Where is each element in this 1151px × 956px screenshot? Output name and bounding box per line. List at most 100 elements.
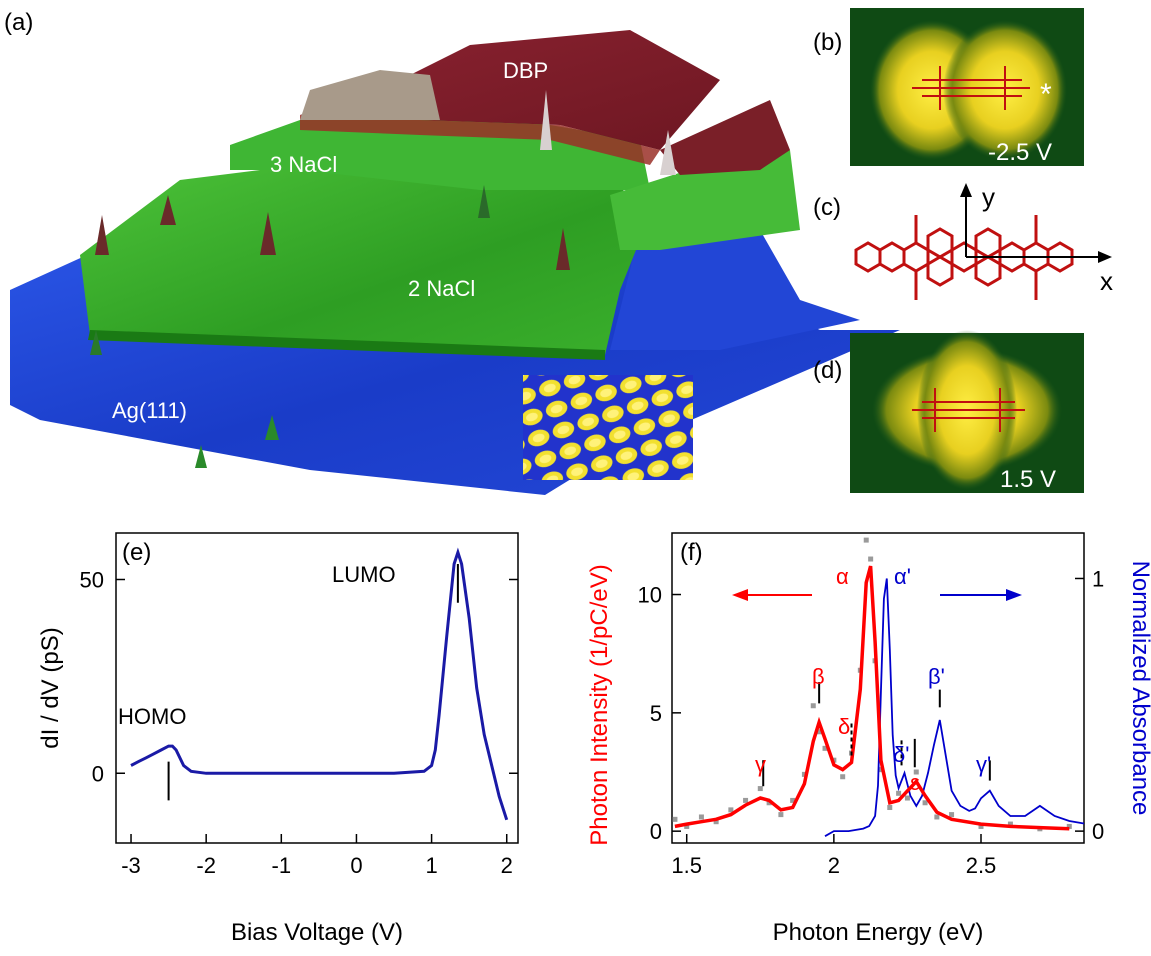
raw-point bbox=[698, 814, 704, 820]
red-arrow bbox=[732, 589, 812, 601]
didv-spectrum bbox=[130, 547, 509, 821]
raw-point bbox=[778, 812, 784, 818]
molecule-spikes bbox=[90, 90, 676, 468]
ag111-right bbox=[610, 230, 860, 350]
raw-point bbox=[672, 816, 678, 822]
panel-e: (e) -3 -2 -1 0 1 2 0 50 HOMO LUMO Bias Voltage … bbox=[37, 532, 519, 946]
raw-point bbox=[896, 790, 902, 796]
panel-a: (a) DBP 3 NaCl 2 NaCl Ag(111) bbox=[4, 9, 900, 495]
peak-gamma-prime: γ' bbox=[976, 752, 991, 777]
panel-c: (c) y x bbox=[813, 182, 1113, 300]
axis-y-label: y bbox=[982, 182, 995, 212]
peak-gamma: γ bbox=[755, 752, 766, 777]
raw-point bbox=[790, 797, 796, 803]
xlabel-f: Photon Energy (eV) bbox=[773, 919, 984, 946]
label-ag111: Ag(111) bbox=[112, 398, 187, 423]
ylabel-right-f: Normalized Absorbance bbox=[1127, 561, 1151, 816]
bias-b: -2.5 V bbox=[988, 139, 1052, 166]
panel-e-label: (e) bbox=[122, 539, 151, 566]
raw-point bbox=[934, 814, 940, 820]
raw-point bbox=[1066, 823, 1072, 829]
panel-b: (b) * -2.5 V bbox=[813, 8, 1084, 166]
raw-point bbox=[978, 823, 984, 829]
panel-a-label: (a) bbox=[4, 9, 33, 36]
ytick-label-f: 0 bbox=[650, 819, 662, 844]
raw-point bbox=[801, 771, 807, 777]
raw-point bbox=[743, 797, 749, 803]
plot-frame-f bbox=[671, 532, 1085, 844]
emission-spectrum bbox=[674, 565, 1070, 831]
peak-delta-prime: δ' bbox=[893, 742, 909, 767]
xtick-label-e: -1 bbox=[272, 853, 292, 878]
asterisk-marker: * bbox=[1040, 78, 1052, 111]
peak-epsilon: ε bbox=[910, 770, 920, 795]
dbp-molecule-d bbox=[912, 388, 1025, 432]
raw-point bbox=[868, 556, 874, 562]
ytick-label-f: 10 bbox=[638, 583, 662, 608]
gray-mound bbox=[300, 70, 440, 120]
lattice-inset bbox=[523, 375, 693, 480]
label-3nacl: 3 NaCl bbox=[270, 152, 337, 177]
xtick-label-e: 0 bbox=[350, 853, 362, 878]
peak-markers-e bbox=[167, 564, 459, 801]
xtick-label-f: 2.5 bbox=[966, 853, 997, 878]
peak-beta-prime: β' bbox=[928, 664, 945, 689]
ytick-right-label-f: 1 bbox=[1092, 566, 1104, 591]
ytick-label-f: 5 bbox=[650, 701, 662, 726]
homo-label: HOMO bbox=[118, 704, 186, 729]
dbp-island bbox=[300, 30, 720, 150]
raw-point bbox=[878, 767, 884, 773]
absorbance-spectrum bbox=[824, 578, 1084, 837]
ytick-label-e: 0 bbox=[92, 761, 104, 786]
peak-alpha: α bbox=[836, 564, 849, 589]
raw-point bbox=[913, 769, 919, 775]
xtick-label-e: 1 bbox=[425, 853, 437, 878]
peak-delta: δ bbox=[838, 714, 850, 739]
axis-ticks-f: 1.5 2 2.5 0 5 10 0 1 bbox=[638, 566, 1105, 878]
nacl-step-edge bbox=[88, 330, 605, 360]
dbp-island-edge bbox=[300, 115, 660, 165]
raw-point bbox=[863, 537, 869, 543]
xtick-label-f: 1.5 bbox=[671, 853, 702, 878]
dbp-island-small bbox=[660, 100, 790, 175]
panel-d-label: (d) bbox=[813, 357, 842, 384]
xtick-label-e: -2 bbox=[196, 853, 216, 878]
raw-point bbox=[766, 800, 772, 806]
raw-point bbox=[728, 807, 734, 813]
raw-point bbox=[713, 819, 719, 825]
peak-alpha-prime: α' bbox=[894, 564, 911, 589]
xtick-label-e: -3 bbox=[121, 853, 141, 878]
raw-point bbox=[684, 823, 690, 829]
raw-point bbox=[949, 812, 955, 818]
dbp-molecule-b bbox=[912, 66, 1030, 110]
panel-f-label: (f) bbox=[680, 539, 703, 566]
ytick-label-e: 50 bbox=[80, 568, 104, 593]
peak-markers-f bbox=[762, 682, 991, 787]
raw-point bbox=[810, 703, 816, 709]
plot-frame-e bbox=[115, 532, 519, 844]
bias-d: 1.5 V bbox=[1000, 466, 1056, 493]
ylabel-e: dI / dV (pS) bbox=[37, 627, 64, 748]
ytick-right-label-f: 0 bbox=[1092, 819, 1104, 844]
raw-point bbox=[816, 729, 822, 735]
axis-x-label: x bbox=[1100, 266, 1113, 296]
nacl-right-terrace bbox=[610, 150, 800, 250]
xtick-label-f: 2 bbox=[828, 853, 840, 878]
lumo-label: LUMO bbox=[332, 562, 396, 587]
raw-point bbox=[887, 805, 893, 811]
label-2nacl: 2 NaCl bbox=[408, 276, 475, 301]
panel-b-label: (b) bbox=[813, 29, 842, 56]
axis-ticks-e: -3 -2 -1 0 1 2 0 50 bbox=[80, 568, 518, 878]
panel-d: (d) 1.5 V bbox=[813, 330, 1084, 493]
axes-arrows bbox=[960, 183, 1112, 263]
raw-point bbox=[840, 774, 846, 780]
raw-point bbox=[922, 800, 928, 806]
ylabel-f: Photon Intensity (1/pC/eV) bbox=[586, 564, 613, 845]
raw-point bbox=[904, 795, 910, 801]
raw-point bbox=[822, 745, 828, 751]
label-dbp: DBP bbox=[503, 58, 548, 83]
raw-point bbox=[1007, 821, 1013, 827]
xtick-label-e: 2 bbox=[501, 853, 513, 878]
